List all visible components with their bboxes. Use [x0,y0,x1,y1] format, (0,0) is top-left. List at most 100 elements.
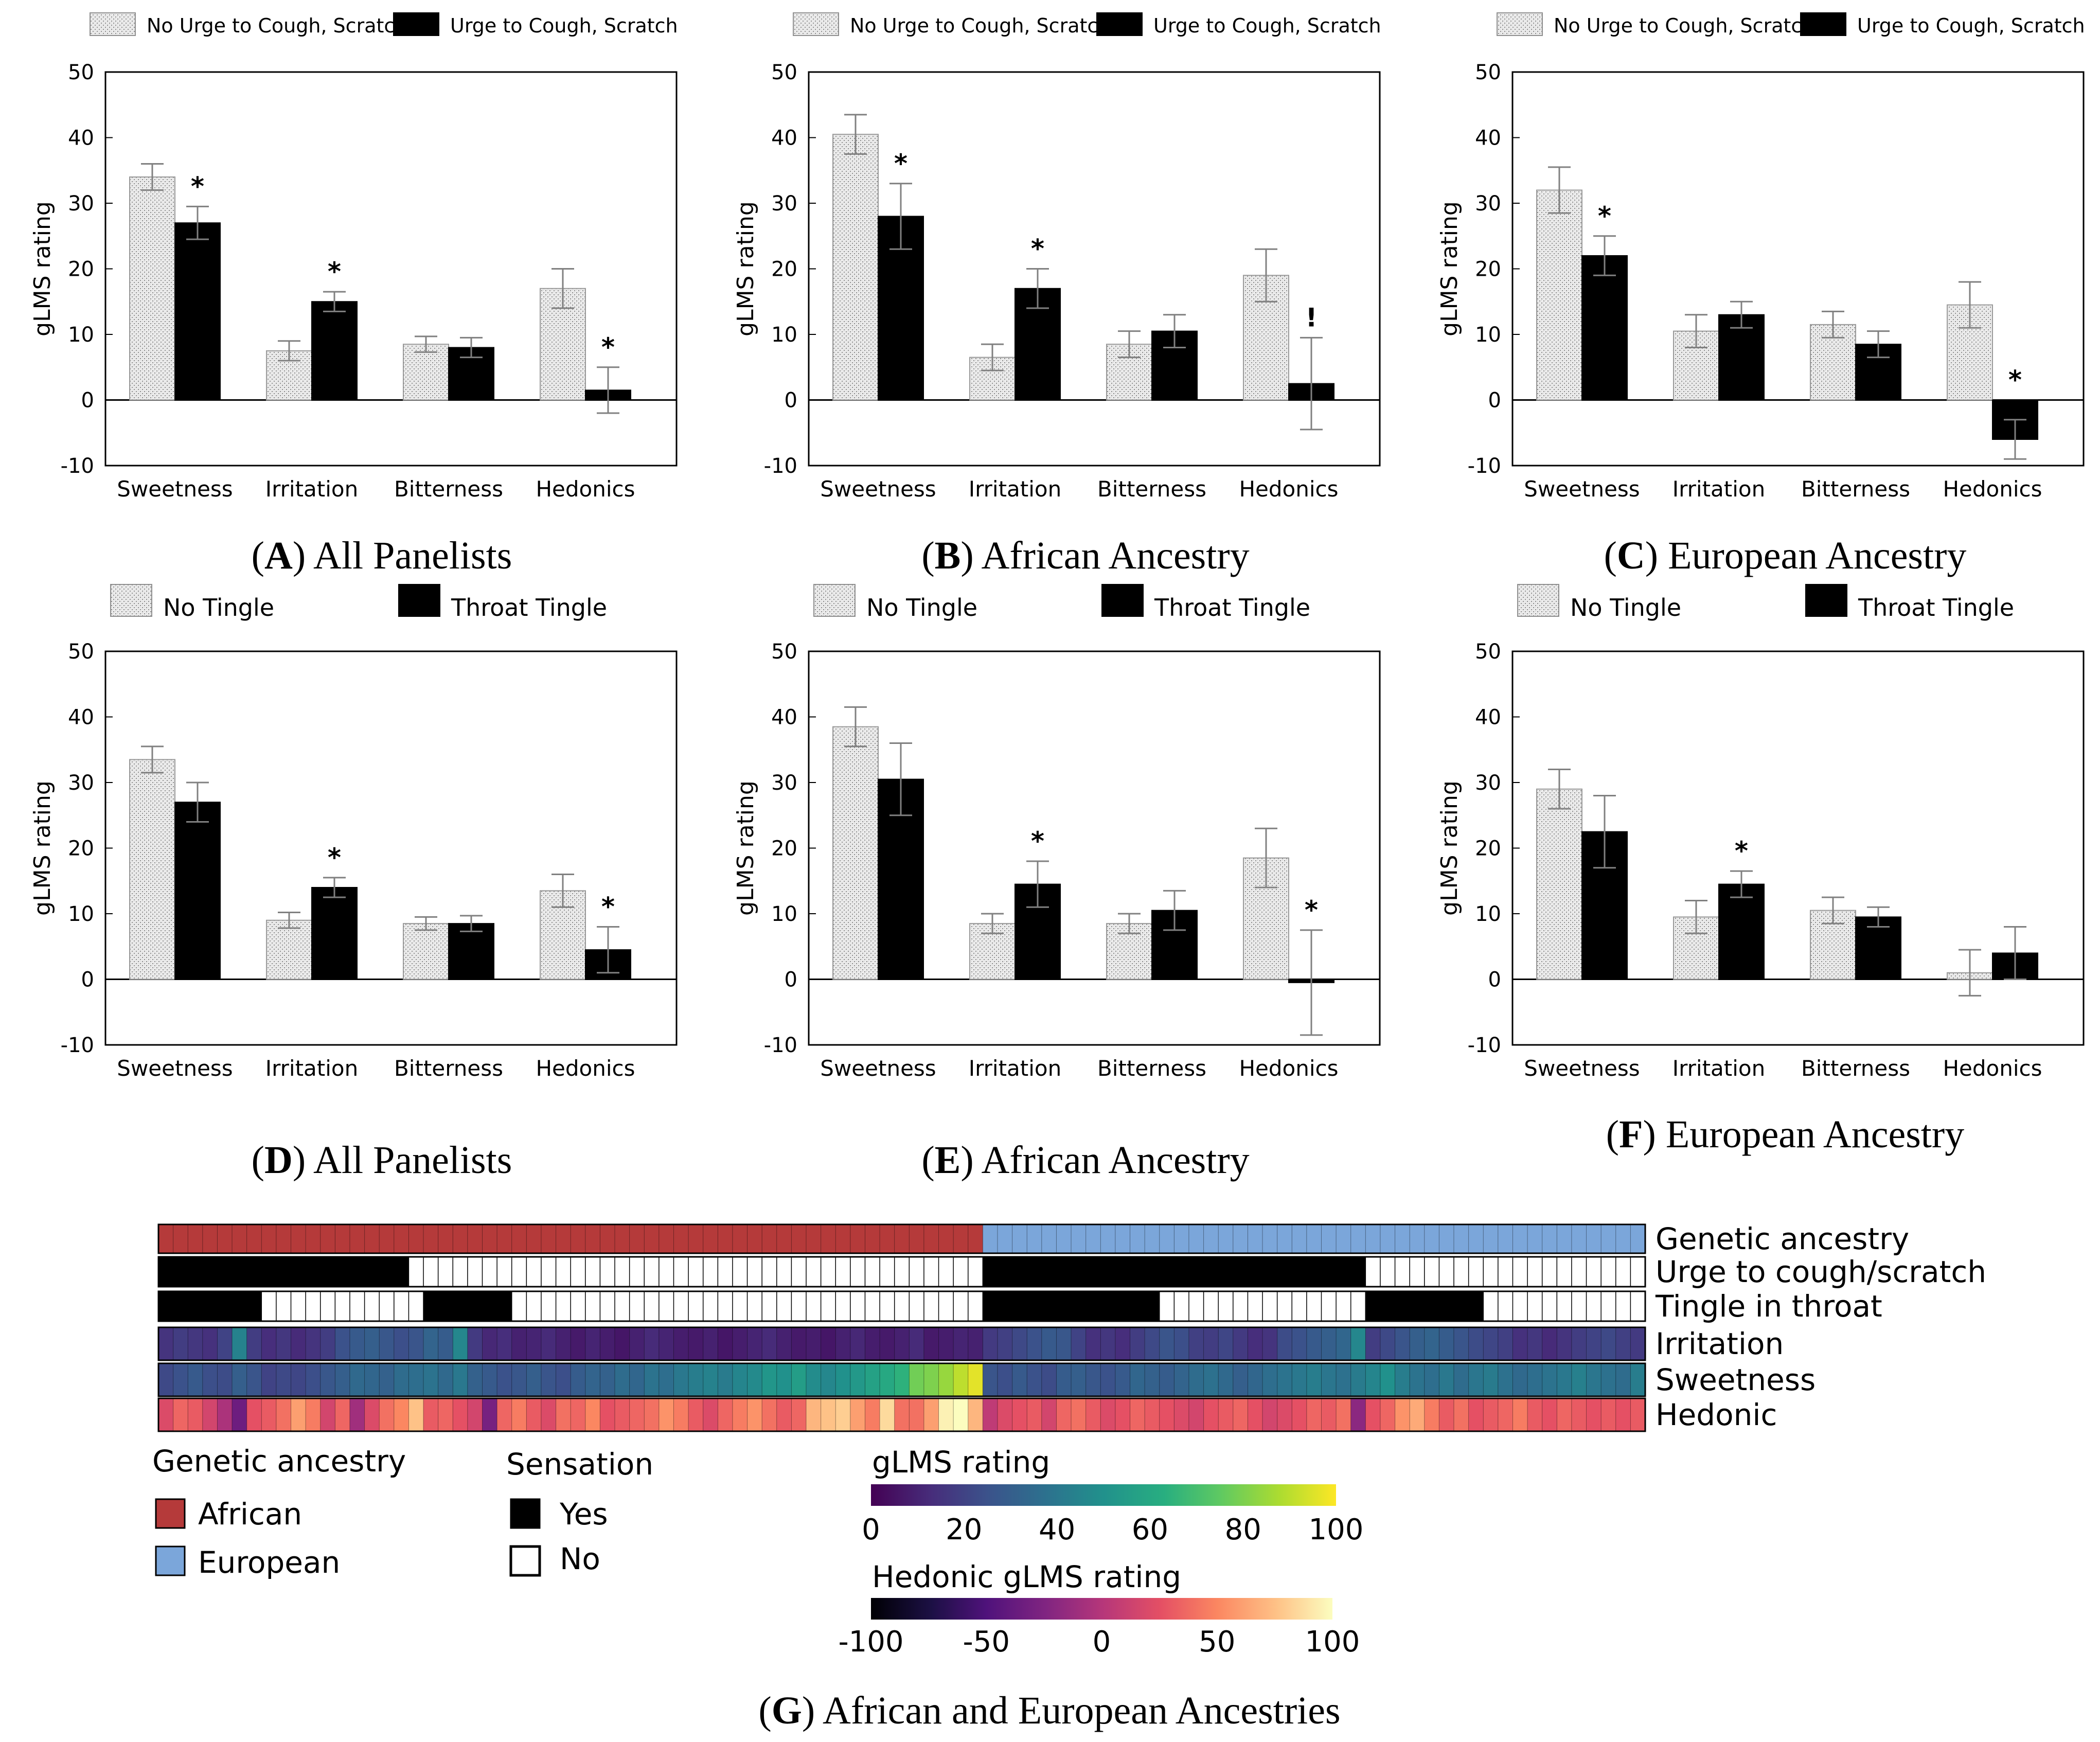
heatmap-cell [997,1327,1013,1361]
heatmap-cell [703,1363,719,1397]
heatmap-cell [806,1291,822,1322]
heatmap-cell [541,1363,557,1397]
heatmap-cell [349,1363,365,1397]
heatmap-cell [1262,1327,1278,1361]
heatmap-cell [1556,1363,1572,1397]
heatmap-cell [982,1224,998,1254]
heatmap-cell [806,1398,822,1432]
heatmap-cell [1233,1256,1249,1287]
heatmap-cell [1483,1327,1499,1361]
caption-paren-open: ( [1604,534,1617,577]
heatmap-cell [938,1363,954,1397]
heatmap-cell [1512,1363,1528,1397]
heatmap-cell [1615,1224,1631,1254]
heatmap-cell [673,1363,689,1397]
heatmap-cell [1218,1327,1234,1361]
heatmap-cell [482,1224,497,1254]
heatmap-cell [1409,1327,1425,1361]
bar-bitterness-condition [448,347,494,401]
hedonic-tick-label: 100 [1305,1625,1360,1659]
heatmap-cell [334,1291,351,1322]
heatmap-cell [864,1398,880,1432]
heatmap-cell [761,1327,777,1361]
heatmap-cell [1071,1327,1087,1361]
heatmap-cell [1233,1291,1249,1322]
heatmap-cell [261,1398,277,1432]
heatmap-cell [1203,1398,1219,1432]
heatmap-cell [541,1398,557,1432]
bar-sweetness-control [1536,189,1582,401]
heatmap-cell [1365,1363,1381,1397]
heatmap-cell [232,1398,247,1432]
legend-swatch-control [1497,12,1543,36]
heatmap-cell [599,1327,615,1361]
heatmap-cell [1100,1291,1116,1322]
heatmap-cell [732,1327,748,1361]
heatmap-cell [1438,1327,1454,1361]
heatmap-cell [276,1224,292,1254]
heatmap-cell [1291,1363,1307,1397]
caption-letter: A [264,534,293,577]
caption-paren-open: ( [252,534,264,577]
heatmap-cell [644,1327,660,1361]
heatmap-cell [1483,1363,1499,1397]
hedonic-legend-title: Hedonic gLMS rating [872,1559,1181,1594]
heatmap-cell [1026,1398,1042,1432]
heatmap-cell [761,1224,777,1254]
heatmap-cell [1173,1327,1189,1361]
heatmap-cell [496,1363,512,1397]
heatmap-cell [1380,1224,1396,1254]
heatmap-cell [1380,1398,1396,1432]
heatmap-row-tingle-in-throat: Tingle in throat [157,1289,1882,1324]
heatmap-cell [1144,1398,1160,1432]
heatmap-cell [1247,1327,1263,1361]
heatmap-cell [379,1398,395,1432]
heatmap-cell [1306,1398,1322,1432]
heatmap-cell [349,1327,365,1361]
heatmap-cell [423,1398,439,1432]
legend-swatch-condition [1096,12,1143,36]
heatmap-cell [1571,1291,1587,1322]
heatmap-cell [997,1398,1013,1432]
heatmap-cell [349,1291,365,1322]
panel-caption: (E) African Ancestry [921,1139,1249,1182]
heatmap-cell [1380,1291,1396,1322]
glms-tick-label: 0 [862,1513,880,1547]
heatmap-cell [482,1256,498,1287]
heatmap-cell [1424,1291,1440,1322]
heatmap-cell [938,1327,954,1361]
y-axis-label: gLMS rating [733,201,759,336]
heatmap-cell [320,1398,336,1432]
heatmap-cell [1115,1363,1131,1397]
heatmap-cell [791,1256,807,1287]
heatmap-cell [1056,1398,1072,1432]
heatmap-cell [1424,1398,1440,1432]
heatmap-cell [732,1398,748,1432]
heatmap-cell [1144,1291,1160,1322]
heatmap-cell [1321,1398,1337,1432]
heatmap-cell [379,1224,395,1254]
heatmap-cell [482,1398,497,1432]
heatmap-cell [496,1398,512,1432]
y-tick-label: 10 [1475,902,1501,926]
heatmap-cell [1630,1398,1646,1432]
heatmap-cell [1365,1291,1381,1322]
heatmap-cell [1527,1291,1543,1322]
heatmap-cell [1247,1291,1263,1322]
heatmap-cell [217,1327,233,1361]
ancestry-label-african: African [198,1497,302,1532]
heatmap-cell [1100,1398,1116,1432]
y-tick-label: 40 [68,706,94,730]
panel-caption: (F) European Ancestry [1606,1113,1964,1156]
heatmap-cell [1085,1291,1101,1322]
heatmap-cell [1600,1327,1616,1361]
heatmap-cell [1556,1327,1572,1361]
heatmap-cell [1188,1398,1204,1432]
heatmap-cell [1586,1327,1601,1361]
heatmap-cell [1144,1224,1160,1254]
heatmap-cell [1291,1224,1307,1254]
heatmap-cell [953,1363,969,1397]
caption-text: ) All Panelists [293,534,512,577]
heatmap-cell [1438,1256,1455,1287]
significance-marker: * [601,332,615,362]
